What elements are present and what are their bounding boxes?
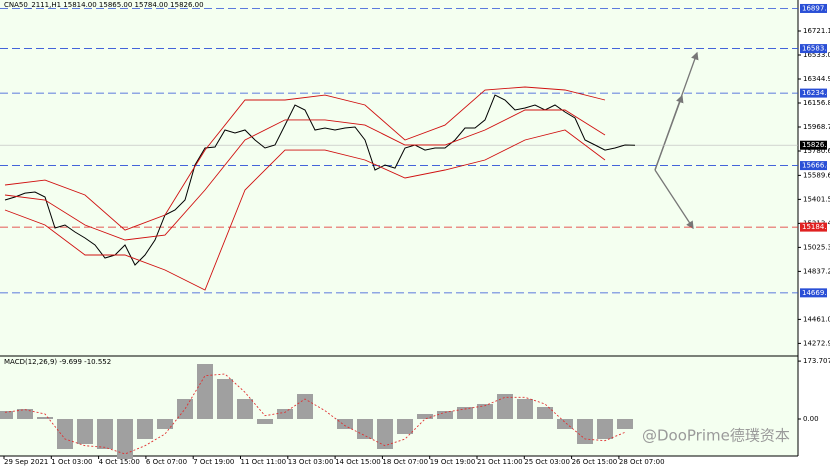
macd-bar <box>597 419 613 439</box>
x-tick-label: 29 Sep 2021 <box>4 458 48 466</box>
level-label: 16234.47 <box>802 89 830 97</box>
level-label: 14669.06 <box>802 289 830 297</box>
last-price-label: 15826.00 <box>802 141 830 149</box>
macd-bar <box>237 399 253 419</box>
macd-bar <box>497 394 513 419</box>
level-label-box <box>800 44 827 54</box>
level-label-box <box>800 161 827 171</box>
x-tick-label: 19 Oct 19:00 <box>430 458 476 466</box>
y-tick-label: 0.00 <box>803 415 819 423</box>
y-tick-label: 16533.00 <box>803 51 830 59</box>
macd-bar <box>537 407 553 419</box>
macd-bar <box>177 399 193 419</box>
level-label-box <box>800 288 827 298</box>
y-tick-label: 15401.55 <box>803 195 830 203</box>
macd-bar <box>617 419 633 429</box>
level-label-box <box>800 222 827 232</box>
level-label: 16897.60 <box>802 4 830 12</box>
macd-bar <box>357 419 373 439</box>
macd-bar <box>417 414 433 419</box>
x-tick-label: 14 Oct 15:00 <box>335 458 381 466</box>
price-line <box>4 94 636 266</box>
macd-bar <box>577 419 593 444</box>
arrow <box>654 169 694 230</box>
macd-bar <box>117 419 133 459</box>
x-tick-label: 25 Oct 03:00 <box>524 458 570 466</box>
y-tick-label: 16344.90 <box>803 75 830 83</box>
macd-bar <box>37 417 53 419</box>
x-tick-label: 6 Oct 07:00 <box>146 458 187 466</box>
y-tick-label: 16156.80 <box>803 99 830 107</box>
macd-bar <box>397 419 413 434</box>
macd-bar <box>277 409 293 419</box>
y-tick-label: 15780.60 <box>803 147 830 155</box>
y-tick-label: 15968.70 <box>803 123 830 131</box>
x-tick-label: 18 Oct 07:00 <box>382 458 428 466</box>
x-tick-label: 11 Oct 11:00 <box>241 458 287 466</box>
level-label: 15184.26 <box>802 223 830 231</box>
macd-bar <box>137 419 153 439</box>
macd-bar <box>217 379 233 419</box>
macd-bar <box>57 419 73 449</box>
last-price-box <box>800 140 827 150</box>
macd-bar <box>0 411 13 419</box>
macd-bar <box>477 404 493 419</box>
x-tick-label: 4 Oct 15:00 <box>99 458 140 466</box>
bollinger-band <box>4 86 606 231</box>
macd-bar <box>337 419 353 429</box>
level-label-box <box>800 88 827 98</box>
x-tick-label: 28 Oct 07:00 <box>619 458 665 466</box>
macd-bar <box>257 419 273 424</box>
y-tick-label: 14272.95 <box>803 339 830 347</box>
watermark: @DooPrime德璞资本 <box>642 427 790 445</box>
macd-bar <box>97 419 113 449</box>
macd-title: MACD(12,26,9) -9.699 -10.552 <box>4 358 111 366</box>
bollinger-band <box>4 129 606 291</box>
x-tick-label: 21 Oct 11:00 <box>477 458 523 466</box>
macd-bar <box>377 419 393 449</box>
macd-bar <box>557 419 573 429</box>
level-label-box <box>800 3 827 13</box>
y-tick-label: 16721.10 <box>803 27 830 35</box>
bollinger-band <box>4 109 606 241</box>
x-tick-label: 1 Oct 03:00 <box>51 458 92 466</box>
macd-bar <box>517 399 533 419</box>
y-tick-label: 15025.35 <box>803 243 830 251</box>
y-tick-label: 173.707 <box>803 357 830 365</box>
x-tick-label: 26 Oct 15:00 <box>572 458 618 466</box>
y-tick-label: 14837.25 <box>803 267 830 275</box>
macd-bar <box>297 394 313 419</box>
macd-signal <box>4 373 626 455</box>
macd-bar <box>17 409 33 419</box>
y-tick-label: 15589.65 <box>803 171 830 179</box>
macd-bar <box>437 411 453 419</box>
macd-bar <box>197 364 213 419</box>
arrow <box>654 94 684 171</box>
x-tick-label: 7 Oct 19:00 <box>193 458 234 466</box>
x-tick-label: 13 Oct 03:00 <box>288 458 334 466</box>
level-label: 15666.41 <box>802 162 830 170</box>
projection-arrows <box>654 51 699 230</box>
macd-bar <box>77 419 93 444</box>
macd-bar <box>157 419 173 429</box>
level-label: 16583.36 <box>802 45 830 53</box>
chart-title: CNA50_2111,H1 15814.00 15865.00 15784.00… <box>4 1 204 9</box>
plot-background <box>0 0 798 456</box>
y-tick-label: 14461.05 <box>803 315 830 323</box>
